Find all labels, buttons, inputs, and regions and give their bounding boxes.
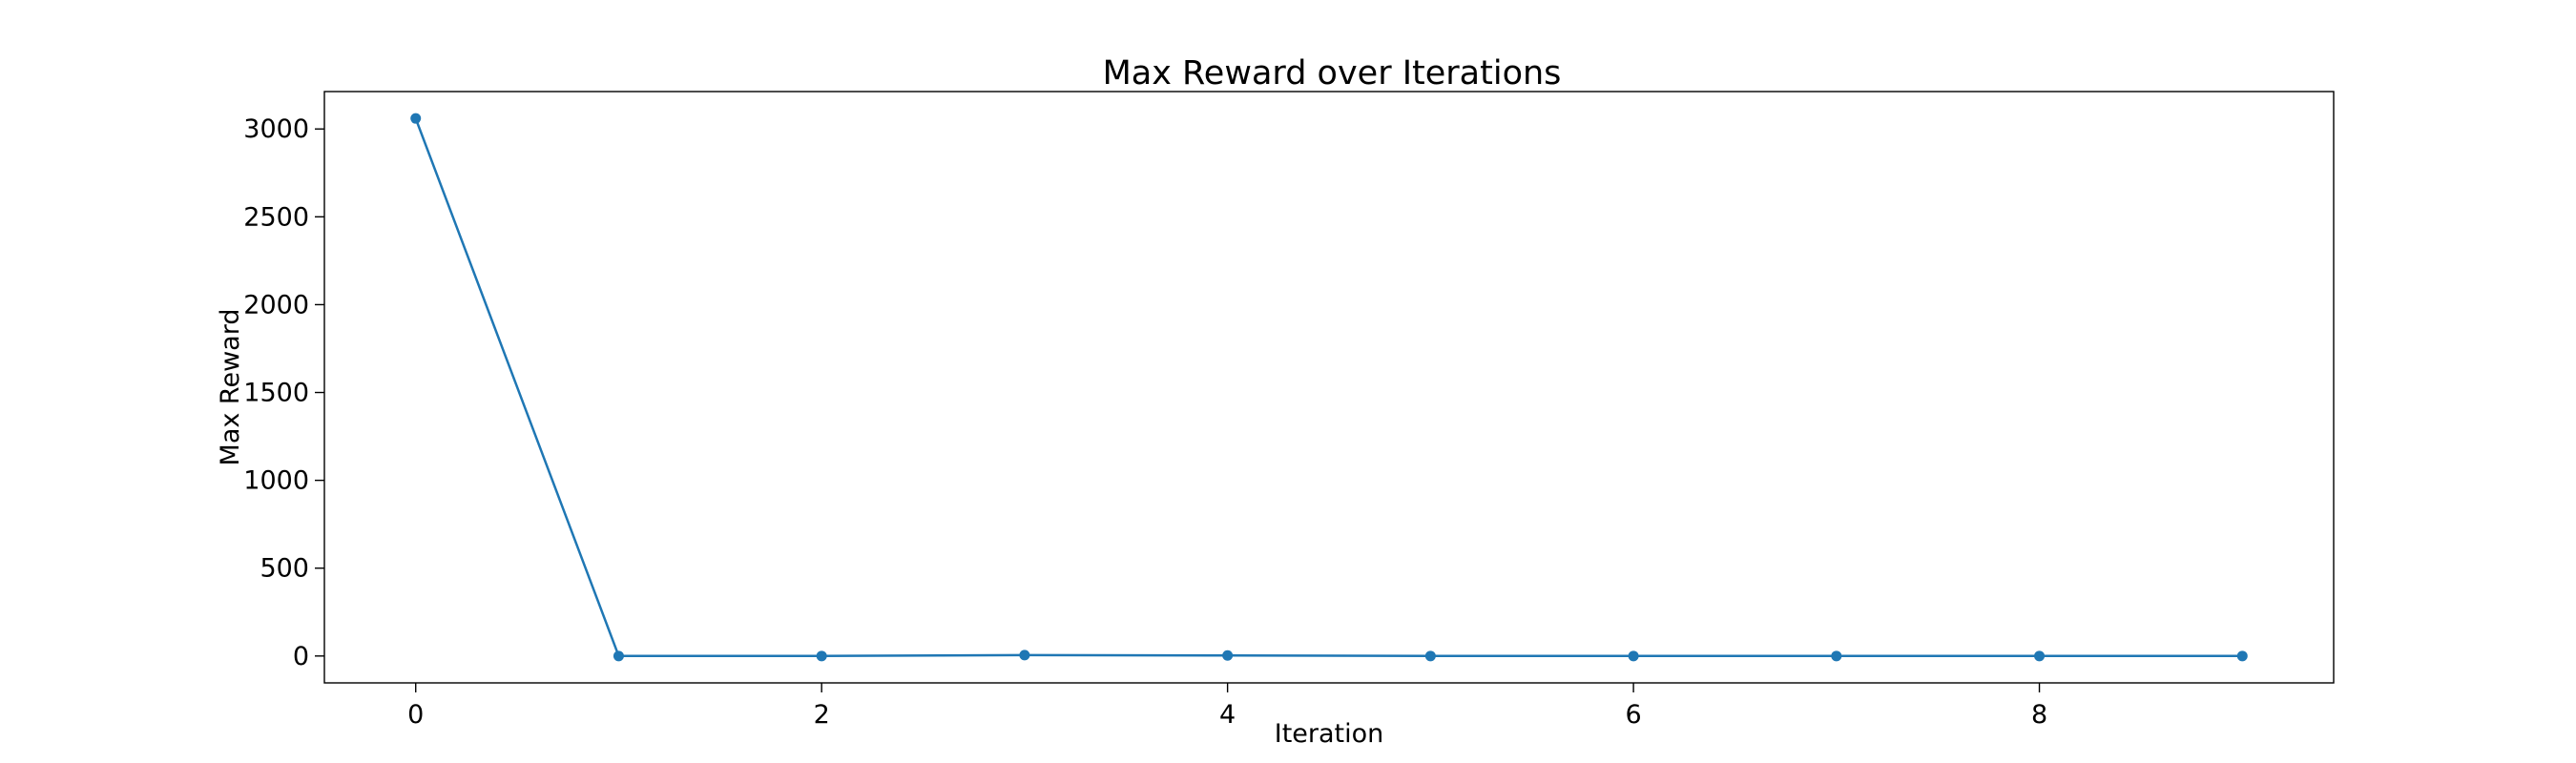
x-axis: 0 2 4 6 8 (407, 683, 2047, 730)
y-tick-label: 500 (260, 554, 309, 584)
data-point (2236, 650, 2248, 662)
chart-title: Max Reward over Iterations (1103, 54, 1562, 93)
series-line (414, 117, 2243, 658)
data-point (816, 650, 827, 662)
y-axis: 0 500 1000 1500 2000 2500 3000 (243, 114, 324, 671)
y-tick-label: 0 (293, 642, 309, 671)
y-tick-label: 3000 (243, 114, 309, 144)
data-point (1019, 650, 1030, 661)
data-point (1831, 650, 1842, 662)
y-tick-label: 1000 (243, 466, 309, 496)
y-tick-label: 2500 (243, 202, 309, 232)
x-tick-label: 8 (2031, 700, 2047, 730)
data-point (613, 650, 624, 662)
data-point (1628, 650, 1639, 662)
y-tick-label: 2000 (243, 290, 309, 320)
data-point (410, 113, 422, 124)
x-tick-label: 6 (1625, 700, 1641, 730)
data-point (1222, 650, 1234, 661)
x-tick-label: 4 (1219, 700, 1236, 730)
x-tick-label: 2 (814, 700, 830, 730)
y-axis-label: Max Reward (216, 309, 245, 466)
data-points (410, 113, 2248, 662)
data-point (2034, 650, 2046, 662)
y-tick-label: 1500 (243, 379, 309, 408)
x-tick-label: 0 (407, 700, 424, 730)
data-point (1424, 650, 1436, 662)
plot-frame (323, 91, 2335, 684)
x-axis-label: Iteration (1275, 719, 1384, 749)
